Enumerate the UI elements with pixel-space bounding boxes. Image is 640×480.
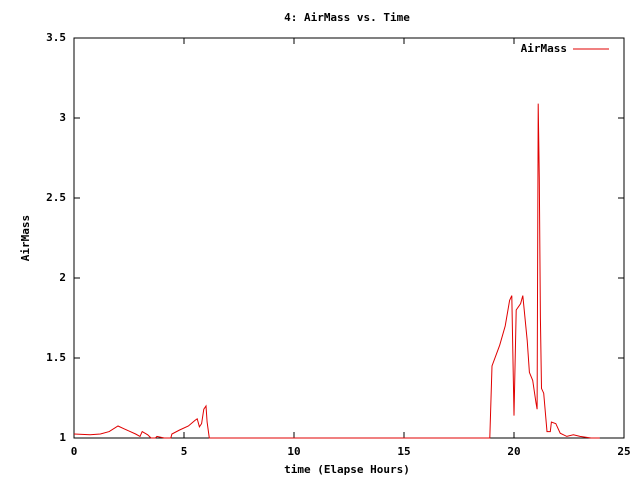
x-tick-label: 20 xyxy=(507,445,520,458)
y-tick-label: 3 xyxy=(59,111,66,124)
legend-label: AirMass xyxy=(521,42,567,55)
y-tick-label: 3.5 xyxy=(46,31,66,44)
y-tick-label: 2.5 xyxy=(46,191,66,204)
x-tick-label: 0 xyxy=(71,445,78,458)
x-axis-label: time (Elapse Hours) xyxy=(284,463,410,476)
x-tick-label: 25 xyxy=(617,445,630,458)
x-tick-label: 10 xyxy=(287,445,300,458)
y-tick-label: 1.5 xyxy=(46,351,66,364)
chart-title: 4: AirMass vs. Time xyxy=(284,11,410,24)
data-line xyxy=(73,103,600,439)
y-tick-label: 2 xyxy=(59,271,66,284)
x-tick-label: 5 xyxy=(181,445,188,458)
y-axis-label: AirMass xyxy=(19,215,32,261)
x-tick-label: 15 xyxy=(397,445,410,458)
y-tick-label: 1 xyxy=(59,431,66,444)
